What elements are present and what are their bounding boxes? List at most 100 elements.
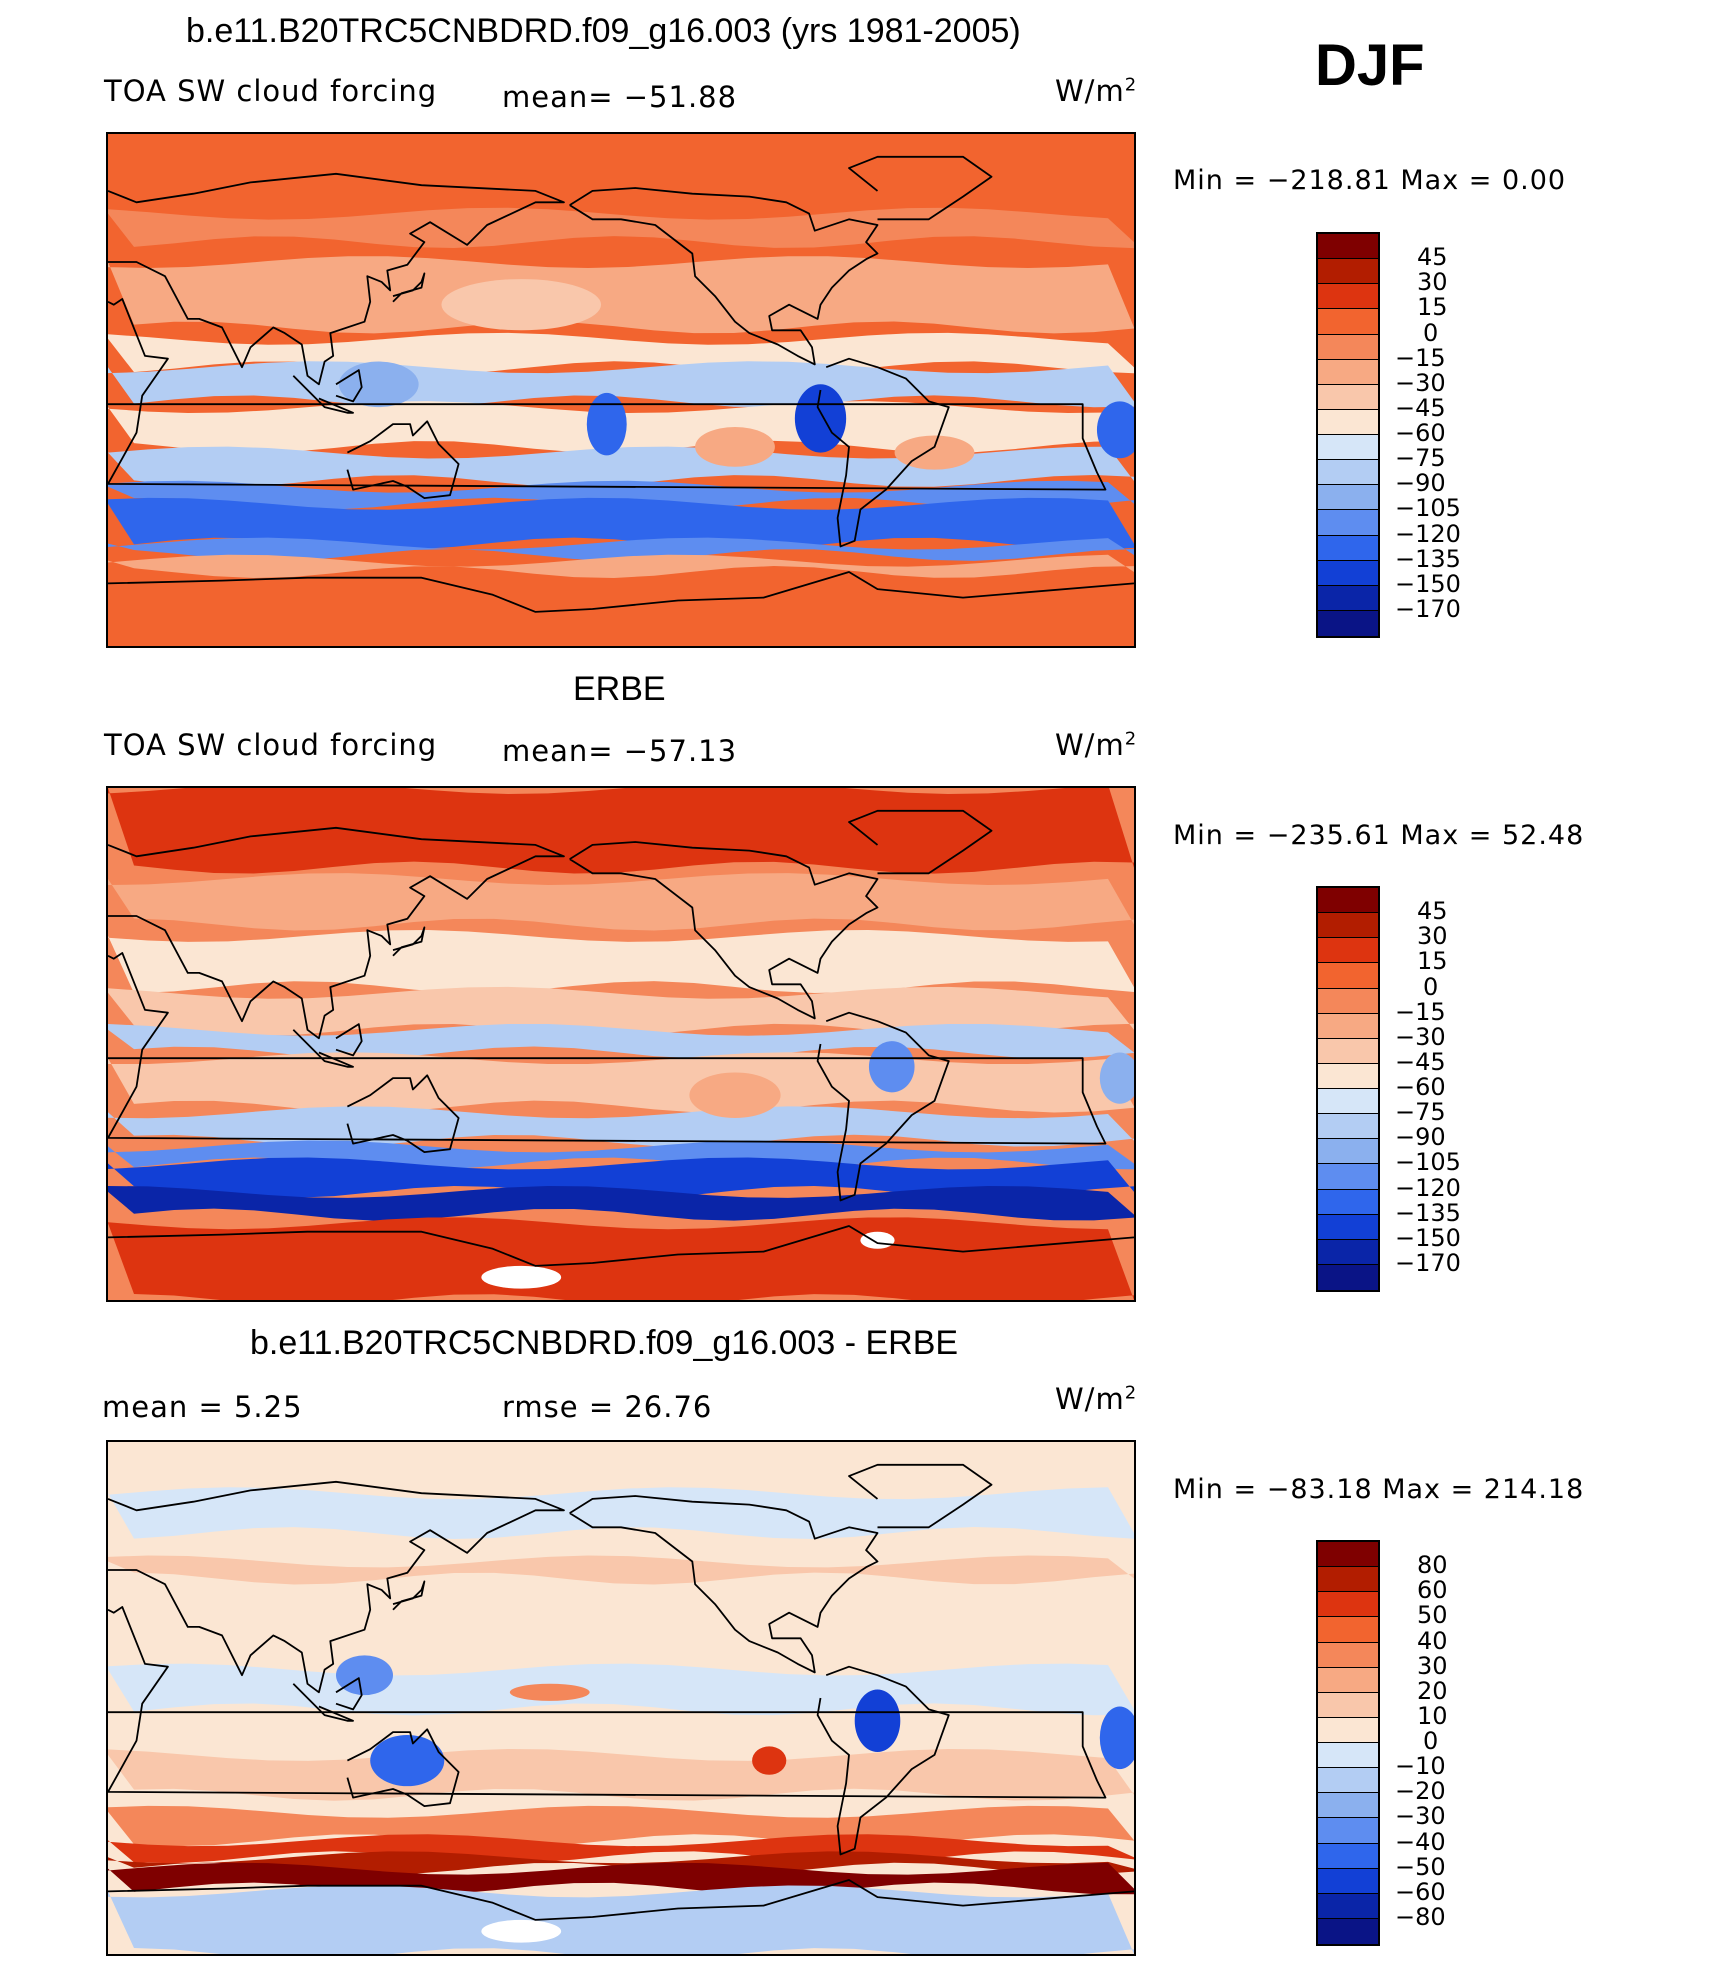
colorbar-swatch (1318, 1139, 1378, 1165)
colorbar-tick-label: −80 (1395, 1902, 1446, 1931)
contour-band (108, 554, 1134, 579)
colorbar-swatch (1318, 284, 1378, 310)
colorbar-swatch (1318, 1214, 1378, 1240)
contour-band (108, 1217, 1134, 1300)
colorbar-tick-label: 80 (1417, 1551, 1448, 1580)
colorbar-swatch (1318, 234, 1378, 260)
colorbar-tick-label: −15 (1395, 997, 1446, 1026)
coastline (335, 1677, 363, 1711)
coastline (108, 298, 1107, 491)
colorbar-tick-label: 15 (1417, 947, 1448, 976)
colorbar-tick-label: 50 (1417, 1601, 1448, 1630)
colorbar-tick-label: −50 (1395, 1852, 1446, 1881)
coastline (346, 1074, 460, 1154)
colorbar-swatch (1318, 888, 1378, 914)
colorbar-tick-label: −30 (1395, 1022, 1446, 1051)
coastline (108, 1879, 1134, 1921)
panel1-field-label: TOA SW cloud forcing (104, 74, 438, 108)
season-label: DJF (1315, 33, 1425, 98)
colorbar-swatch (1318, 435, 1378, 461)
panel1-min-max: Min = −218.81 Max = 0.00 (1173, 165, 1567, 196)
coastline (392, 272, 426, 303)
coastline (346, 1728, 460, 1808)
panel3-map (106, 1440, 1136, 1956)
coastline (392, 926, 426, 957)
coastline (569, 841, 879, 1020)
panel1-title: b.e11.B20TRC5CNBDRD.f09_g16.003 (yrs 198… (186, 12, 1021, 50)
contour-band (108, 1185, 1134, 1221)
colorbar-tick-label: 30 (1417, 268, 1448, 297)
coastline (292, 375, 355, 414)
contour-blob (794, 384, 847, 453)
coastline (108, 952, 1107, 1145)
panel3-title: b.e11.B20TRC5CNBDRD.f09_g16.003 - ERBE (250, 1324, 959, 1362)
colorbar-tick-label: −135 (1395, 544, 1461, 573)
colorbar-tick-label: −60 (1395, 1073, 1446, 1101)
colorbar-tick-label: 40 (1417, 1626, 1448, 1655)
colorbar-swatch (1318, 938, 1378, 964)
contour-band (108, 497, 1134, 550)
colorbar-tick-label: −170 (1395, 1248, 1461, 1277)
coastline (108, 172, 565, 386)
colorbar-swatch (1318, 1013, 1378, 1039)
contour-blob (441, 279, 602, 331)
colorbar-tick-label: 60 (1417, 1576, 1448, 1605)
colorbar-swatch (1318, 610, 1378, 636)
colorbar-tick-label: −60 (1395, 1877, 1446, 1906)
colorbar-tick-label: 45 (1417, 243, 1448, 272)
colorbar-tick-label: −30 (1395, 1802, 1446, 1831)
colorbar-swatch (1318, 1768, 1378, 1794)
contour-blob (370, 1734, 445, 1787)
contour-band (108, 1748, 1134, 1801)
panel2-mean-label: mean= −57.13 (502, 734, 738, 768)
panel1-map (106, 132, 1136, 648)
contour-band (108, 1555, 1134, 1585)
contour-blob (868, 1041, 915, 1093)
colorbar-tick-label: −105 (1395, 1148, 1461, 1177)
contour-blob (752, 1746, 787, 1775)
colorbar-swatch (1318, 988, 1378, 1014)
colorbar-swatch (1318, 1818, 1378, 1844)
panel2-title: ERBE (573, 670, 666, 708)
contour-band (108, 446, 1134, 488)
panel2-map (106, 786, 1136, 1302)
contour-band (108, 1885, 1134, 1954)
panel2-min-max: Min = −235.61 Max = 52.48 (1173, 820, 1585, 851)
coastline (392, 1580, 426, 1611)
colorbar-tick-label: −15 (1395, 343, 1446, 372)
colorbar-tick-label: −150 (1395, 1223, 1461, 1252)
contour-band (108, 1487, 1134, 1539)
colorbar-tick-label: 45 (1417, 897, 1448, 926)
colorbar-swatch (1318, 1239, 1378, 1265)
colorbar-tick-label: −40 (1395, 1827, 1446, 1856)
coastline (335, 1023, 363, 1057)
colorbar-swatch (1318, 1692, 1378, 1718)
coastline (108, 571, 1134, 613)
coastline (816, 1665, 950, 1856)
colorbar-tick-label: −135 (1395, 1198, 1461, 1227)
colorbar-tick-label: −120 (1395, 519, 1461, 548)
colorbar-tick-label: −45 (1395, 393, 1446, 422)
contour-band (108, 537, 1134, 561)
colorbar-swatch (1318, 1843, 1378, 1869)
coastline (292, 1029, 355, 1068)
coastline (848, 809, 993, 875)
coastline (569, 187, 879, 366)
colorbar-tick-label: 30 (1417, 1651, 1448, 1680)
panel3-mean-label: mean = 5.25 (102, 1390, 303, 1424)
colorbar-swatch (1318, 1743, 1378, 1769)
colorbar-tick-label: −30 (1395, 368, 1446, 397)
contour-blob (586, 392, 627, 456)
coastline (108, 826, 565, 1040)
colorbar-tick-label: 0 (1423, 972, 1439, 1001)
colorbar-swatch (1318, 409, 1378, 435)
contour-band (108, 788, 1134, 874)
colorbar-tick-label: 20 (1417, 1676, 1448, 1705)
panel1-colorbar (1316, 232, 1380, 638)
colorbar-swatch (1318, 1038, 1378, 1064)
coastline (816, 357, 950, 548)
contour-blob (1099, 1706, 1134, 1770)
contour-blob (894, 435, 975, 470)
colorbar-swatch (1318, 535, 1378, 561)
colorbar-swatch (1318, 1868, 1378, 1894)
